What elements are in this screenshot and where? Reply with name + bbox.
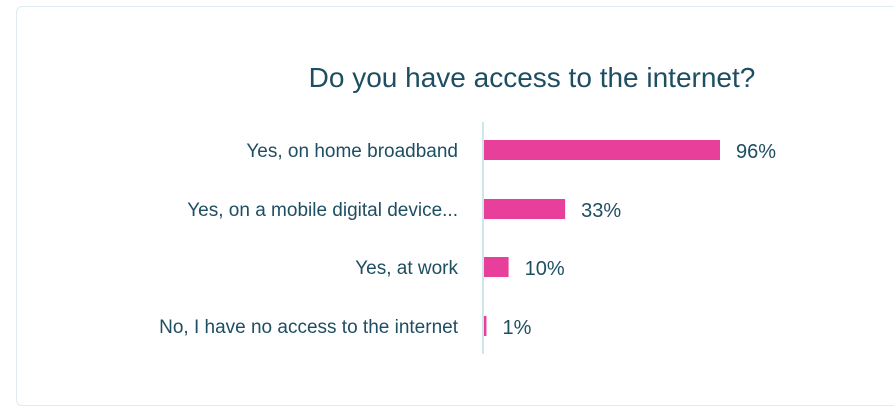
category-label: Yes, on home broadband [246, 141, 458, 162]
bar [484, 140, 720, 160]
chart-card [16, 6, 894, 406]
category-label: No, I have no access to the internet [159, 317, 459, 338]
bar [484, 257, 509, 277]
data-label: 33% [581, 200, 621, 222]
category-label: Yes, at work [355, 258, 458, 279]
data-label: 96% [736, 141, 776, 163]
bar [484, 316, 487, 336]
bar [484, 199, 566, 219]
data-label: 1% [502, 317, 531, 339]
bar-chart: Do you have access to the internet? Yes,… [159, 62, 776, 354]
chart-title: Do you have access to the internet? [309, 62, 756, 93]
category-label: Yes, on a mobile digital device... [187, 200, 458, 221]
data-label: 10% [525, 258, 565, 280]
chart-marks: Yes, on home broadband 96% Yes, on a mobil… [159, 122, 776, 354]
